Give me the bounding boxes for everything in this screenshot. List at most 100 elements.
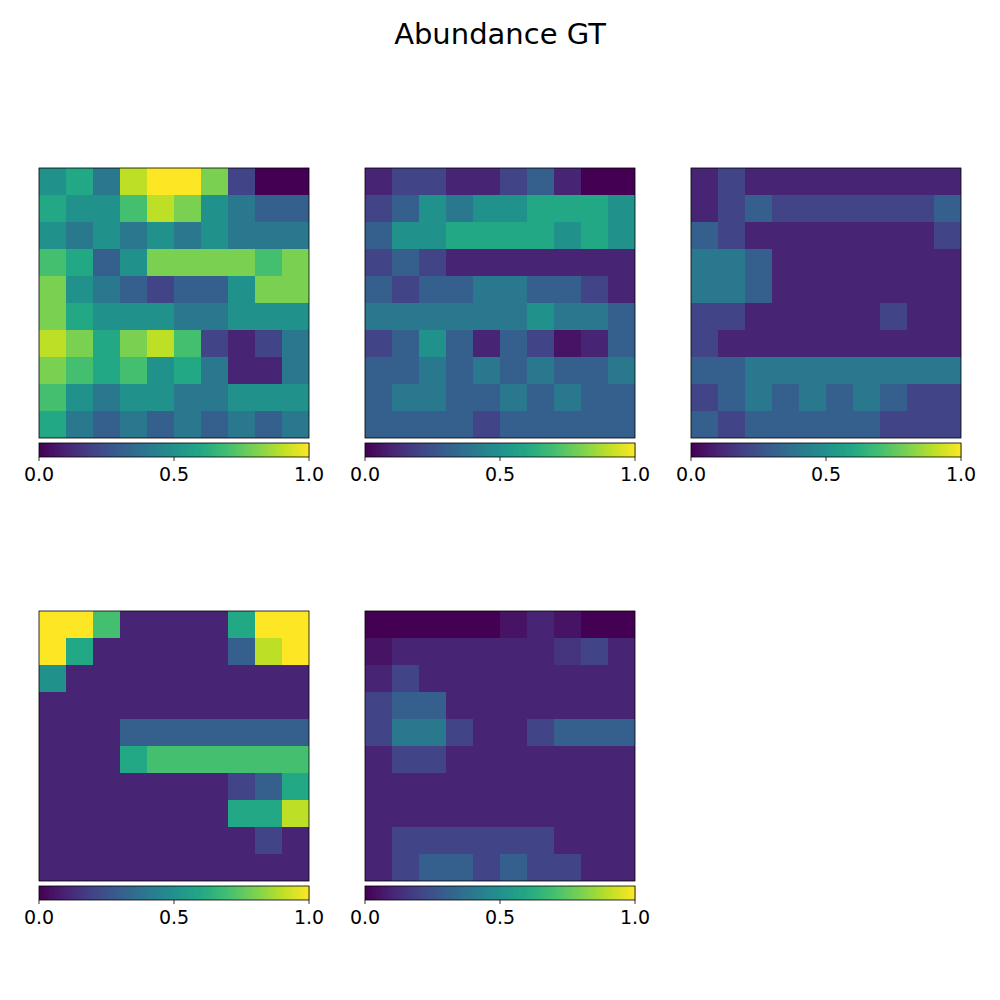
heatmap-cell bbox=[826, 222, 854, 250]
heatmap-cell bbox=[365, 249, 393, 277]
heatmap-cell bbox=[799, 330, 827, 358]
heatmap-cell bbox=[473, 222, 501, 250]
heatmap-cell bbox=[799, 411, 827, 438]
heatmap-cell bbox=[772, 249, 800, 277]
heatmap-cell bbox=[228, 719, 256, 747]
colorbar: 0.00.51.0 bbox=[24, 886, 324, 928]
heatmap-cell bbox=[93, 249, 121, 277]
heatmap-cell bbox=[608, 611, 635, 639]
heatmap-cell bbox=[745, 411, 773, 438]
heatmap-cell bbox=[39, 276, 67, 304]
heatmap-cell bbox=[880, 276, 908, 304]
heatmap-cell bbox=[581, 746, 609, 774]
heatmap-cell bbox=[853, 168, 881, 196]
heatmap-cell bbox=[66, 638, 94, 666]
heatmap-cell bbox=[446, 249, 474, 277]
heatmap-cell bbox=[527, 665, 555, 693]
heatmap-cell bbox=[934, 330, 961, 358]
heatmap-cell bbox=[826, 411, 854, 438]
heatmap-cell bbox=[608, 854, 635, 881]
heatmap-cell bbox=[554, 411, 582, 438]
heatmap-cell bbox=[93, 692, 121, 720]
heatmap-cell bbox=[907, 249, 935, 277]
heatmap-cell bbox=[934, 249, 961, 277]
heatmap-cell bbox=[66, 665, 94, 693]
heatmap-cell bbox=[527, 249, 555, 277]
heatmap-cell bbox=[880, 249, 908, 277]
heatmap-cell bbox=[718, 303, 746, 331]
heatmap-cell bbox=[174, 168, 202, 196]
heatmap-cell bbox=[147, 303, 175, 331]
heatmap-cell bbox=[365, 357, 393, 385]
heatmap-cell bbox=[608, 746, 635, 774]
heatmap-cell bbox=[799, 195, 827, 223]
heatmap-cell bbox=[554, 746, 582, 774]
heatmap-cell bbox=[365, 222, 393, 250]
heatmap-cell bbox=[581, 665, 609, 693]
heatmap-cell bbox=[120, 692, 148, 720]
heatmap-cell bbox=[365, 665, 393, 693]
heatmap-cell bbox=[853, 195, 881, 223]
heatmap-cell bbox=[500, 692, 528, 720]
heatmap-cell bbox=[772, 411, 800, 438]
heatmap-cell bbox=[392, 665, 420, 693]
heatmap-cell bbox=[147, 611, 175, 639]
heatmap-cell bbox=[907, 276, 935, 304]
heatmap-cell bbox=[745, 249, 773, 277]
colorbar-tick bbox=[309, 457, 310, 461]
heatmap-cell bbox=[473, 611, 501, 639]
heatmap-cell bbox=[228, 411, 256, 438]
heatmap-cell bbox=[365, 276, 393, 304]
heatmap-cell bbox=[500, 611, 528, 639]
heatmap-cell bbox=[500, 357, 528, 385]
heatmap-cell bbox=[39, 854, 67, 881]
heatmap-cell bbox=[93, 611, 121, 639]
heatmap-cell bbox=[39, 638, 67, 666]
heatmap-cell bbox=[174, 384, 202, 412]
heatmap-cells bbox=[39, 611, 309, 881]
heatmap-cell bbox=[608, 168, 635, 196]
heatmap-cell bbox=[581, 330, 609, 358]
heatmap-cell bbox=[120, 384, 148, 412]
heatmap-cell bbox=[446, 692, 474, 720]
heatmap-cell bbox=[772, 330, 800, 358]
heatmap-cell bbox=[93, 384, 121, 412]
heatmap-cell bbox=[581, 384, 609, 412]
heatmap-cell bbox=[473, 800, 501, 828]
heatmap-cell bbox=[772, 303, 800, 331]
heatmap-cell bbox=[500, 854, 528, 881]
heatmap-cell bbox=[147, 800, 175, 828]
heatmap-cell bbox=[527, 719, 555, 747]
heatmap-cell bbox=[365, 638, 393, 666]
heatmap-cell bbox=[147, 249, 175, 277]
heatmap-cell bbox=[934, 276, 961, 304]
colorbar-tick bbox=[691, 457, 692, 461]
heatmap-cell bbox=[201, 330, 229, 358]
heatmap-cell bbox=[228, 357, 256, 385]
heatmap-cell bbox=[174, 411, 202, 438]
heatmap-cell bbox=[120, 827, 148, 855]
heatmap-cell bbox=[853, 357, 881, 385]
heatmap-cell bbox=[174, 276, 202, 304]
heatmap-cell bbox=[255, 638, 283, 666]
heatmap-cell bbox=[201, 611, 229, 639]
heatmap-cell bbox=[228, 611, 256, 639]
heatmap-cell bbox=[392, 746, 420, 774]
heatmap-cell bbox=[147, 773, 175, 801]
heatmap-cell bbox=[228, 195, 256, 223]
heatmap-cell bbox=[853, 303, 881, 331]
heatmap-cell bbox=[527, 303, 555, 331]
heatmap-cell bbox=[201, 665, 229, 693]
heatmap-cell bbox=[93, 195, 121, 223]
heatmap-cell bbox=[554, 638, 582, 666]
heatmap-cell bbox=[255, 195, 283, 223]
colorbar-frame bbox=[365, 443, 635, 457]
colorbar: 0.00.51.0 bbox=[350, 886, 650, 928]
heatmap-cell bbox=[745, 276, 773, 304]
heatmap-cell bbox=[826, 330, 854, 358]
heatmap-cell bbox=[201, 195, 229, 223]
heatmap-cell bbox=[500, 665, 528, 693]
heatmap-cell bbox=[772, 195, 800, 223]
heatmap-cell bbox=[392, 330, 420, 358]
heatmap-cell bbox=[365, 719, 393, 747]
